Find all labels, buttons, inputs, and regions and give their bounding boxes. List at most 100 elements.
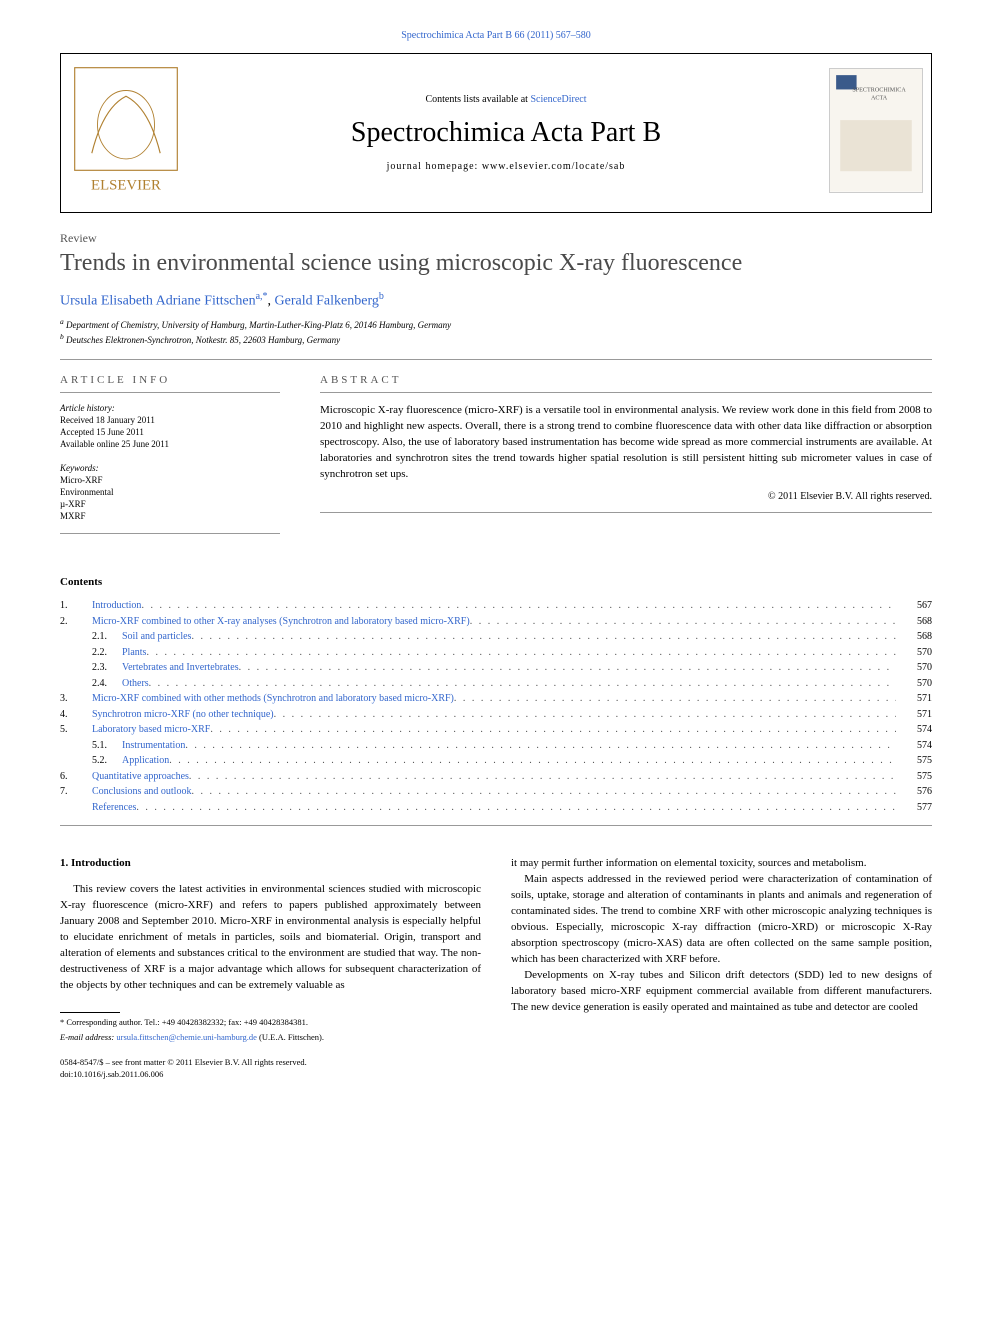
toc-title: Micro-XRF combined with other methods (S… [92, 691, 454, 707]
toc-number: 4. [60, 707, 92, 723]
history-line: Available online 25 June 2011 [60, 439, 280, 449]
journal-cover-slot: SPECTROCHIMICA ACTA [821, 60, 931, 206]
page: Spectrochimica Acta Part B 66 (2011) 567… [0, 0, 992, 1121]
section-heading: 1. Introduction [60, 856, 481, 872]
toc-number: 2.1. [92, 629, 122, 645]
email-link[interactable]: ursula.fittschen@chemie.uni-hamburg.de [116, 1032, 257, 1042]
toc-number: 5.2. [92, 753, 122, 769]
author-list: Ursula Elisabeth Adriane Fittschena,*, G… [60, 291, 932, 310]
journal-cover-thumb: SPECTROCHIMICA ACTA [829, 68, 923, 193]
toc-row: 2.2.Plants 570 [60, 645, 932, 661]
keyword: µ-XRF [60, 499, 280, 509]
toc-row: 5.2.Application 575 [60, 753, 932, 769]
divider [60, 825, 932, 826]
toc-link[interactable]: Application [122, 755, 169, 766]
journal-reference-link[interactable]: Spectrochimica Acta Part B 66 (2011) 567… [60, 30, 932, 41]
toc-row: 7.Conclusions and outlook576 [60, 784, 932, 800]
toc-title: Laboratory based micro-XRF [92, 722, 210, 738]
toc-page: 575 [896, 753, 932, 769]
keywords-label: Keywords: [60, 463, 280, 473]
toc-title: Introduction [92, 598, 141, 614]
journal-title: Spectrochimica Acta Part B [191, 117, 821, 149]
toc-number: 2.2. [92, 645, 122, 661]
toc-leader-dots [141, 598, 896, 614]
svg-text:ACTA: ACTA [871, 96, 888, 102]
abstract-text: Microscopic X-ray fluorescence (micro-XR… [320, 403, 932, 483]
article-title: Trends in environmental science using mi… [60, 250, 932, 277]
elsevier-logo: ELSEVIER [69, 62, 183, 199]
toc-page: 574 [896, 738, 932, 754]
toc-row: 2.1.Soil and particles568 [60, 629, 932, 645]
affiliation: a Department of Chemistry, University of… [60, 317, 932, 330]
paragraph: Main aspects addressed in the reviewed p… [511, 872, 932, 968]
svg-text:ELSEVIER: ELSEVIER [91, 178, 161, 194]
toc-row: 4.Synchrotron micro-XRF (no other techni… [60, 707, 932, 723]
toc-title: Plants [122, 645, 146, 661]
paragraph: This review covers the latest activities… [60, 882, 481, 994]
toc-row: 2.3.Vertebrates and Invertebrates570 [60, 660, 932, 676]
toc-number: 2.4. [92, 676, 122, 692]
toc-link[interactable]: Soil and particles [122, 631, 191, 642]
toc-number: 3. [60, 691, 92, 707]
toc-leader-dots [274, 707, 896, 723]
toc-page: 570 [896, 676, 932, 692]
author-link[interactable]: Ursula Elisabeth Adriane Fittschen [60, 293, 256, 308]
toc-page: 577 [896, 800, 932, 816]
toc-link[interactable]: Conclusions and outlook [92, 786, 191, 797]
toc-link[interactable]: Vertebrates and Invertebrates [122, 662, 239, 673]
toc-page: 570 [896, 660, 932, 676]
toc-link[interactable]: References [92, 802, 136, 813]
toc-title: Quantitative approaches [92, 769, 189, 785]
table-of-contents: 1.Introduction5672.Micro-XRF combined to… [60, 598, 932, 815]
history-label: Article history: [60, 403, 280, 413]
toc-leader-dots [149, 676, 896, 692]
author-affiliation-mark: b [379, 291, 384, 302]
toc-link[interactable]: Instrumentation [122, 740, 185, 751]
toc-title: References [92, 800, 136, 816]
toc-number: 1. [60, 598, 92, 614]
abstract-column: abstract Microscopic X-ray fluorescence … [320, 374, 932, 548]
toc-link[interactable]: Quantitative approaches [92, 771, 189, 782]
toc-link[interactable]: Micro-XRF combined with other methods (S… [92, 693, 454, 704]
body-columns: 1. Introduction This review covers the l… [60, 856, 932, 1080]
publisher-logo-slot: ELSEVIER [61, 54, 191, 212]
toc-row: 5.Laboratory based micro-XRF574 [60, 722, 932, 738]
toc-leader-dots [239, 660, 896, 676]
abstract-heading: abstract [320, 374, 932, 393]
divider [60, 359, 932, 360]
toc-link[interactable]: Synchrotron micro-XRF (no other techniqu… [92, 709, 274, 720]
author-affiliation-mark: a,* [256, 291, 268, 302]
toc-page: 574 [896, 722, 932, 738]
contents-section: Contents 1.Introduction5672.Micro-XRF co… [60, 576, 932, 826]
toc-page: 570 [896, 645, 932, 661]
journal-homepage-url: www.elsevier.com/locate/sab [482, 161, 626, 172]
toc-link[interactable]: Others [122, 678, 149, 689]
toc-leader-dots [189, 769, 896, 785]
toc-number: 5.1. [92, 738, 122, 754]
affiliation: b Deutsches Elektronen-Synchrotron, Notk… [60, 332, 932, 345]
sciencedirect-link[interactable]: ScienceDirect [530, 94, 586, 105]
author-link[interactable]: Gerald Falkenberg [275, 293, 379, 308]
corresponding-author-footnote: * Corresponding author. Tel.: +49 404283… [60, 1017, 481, 1028]
keywords-block: Keywords: Micro-XRF Environmental µ-XRF … [60, 463, 280, 534]
toc-page: 568 [896, 614, 932, 630]
journal-header-box: ELSEVIER Contents lists available at Sci… [60, 53, 932, 213]
toc-leader-dots [169, 753, 896, 769]
toc-leader-dots [191, 784, 896, 800]
toc-link[interactable]: Micro-XRF combined to other X-ray analys… [92, 616, 470, 627]
toc-link[interactable]: Laboratory based micro-XRF [92, 724, 210, 735]
issn-line: 0584-8547/$ – see front matter © 2011 El… [60, 1056, 481, 1068]
keyword: Environmental [60, 487, 280, 497]
toc-row: 2.4.Others 570 [60, 676, 932, 692]
toc-page: 567 [896, 598, 932, 614]
contents-available-line: Contents lists available at ScienceDirec… [191, 94, 821, 105]
keyword: Micro-XRF [60, 475, 280, 485]
author-separator: , [268, 293, 275, 308]
toc-leader-dots [454, 691, 896, 707]
toc-link[interactable]: Introduction [92, 600, 141, 611]
toc-link[interactable]: Plants [122, 647, 146, 658]
article-info-column: article info Article history: Received 1… [60, 374, 280, 548]
toc-row: 1.Introduction 567 [60, 598, 932, 614]
toc-title: Instrumentation [122, 738, 185, 754]
toc-page: 571 [896, 707, 932, 723]
